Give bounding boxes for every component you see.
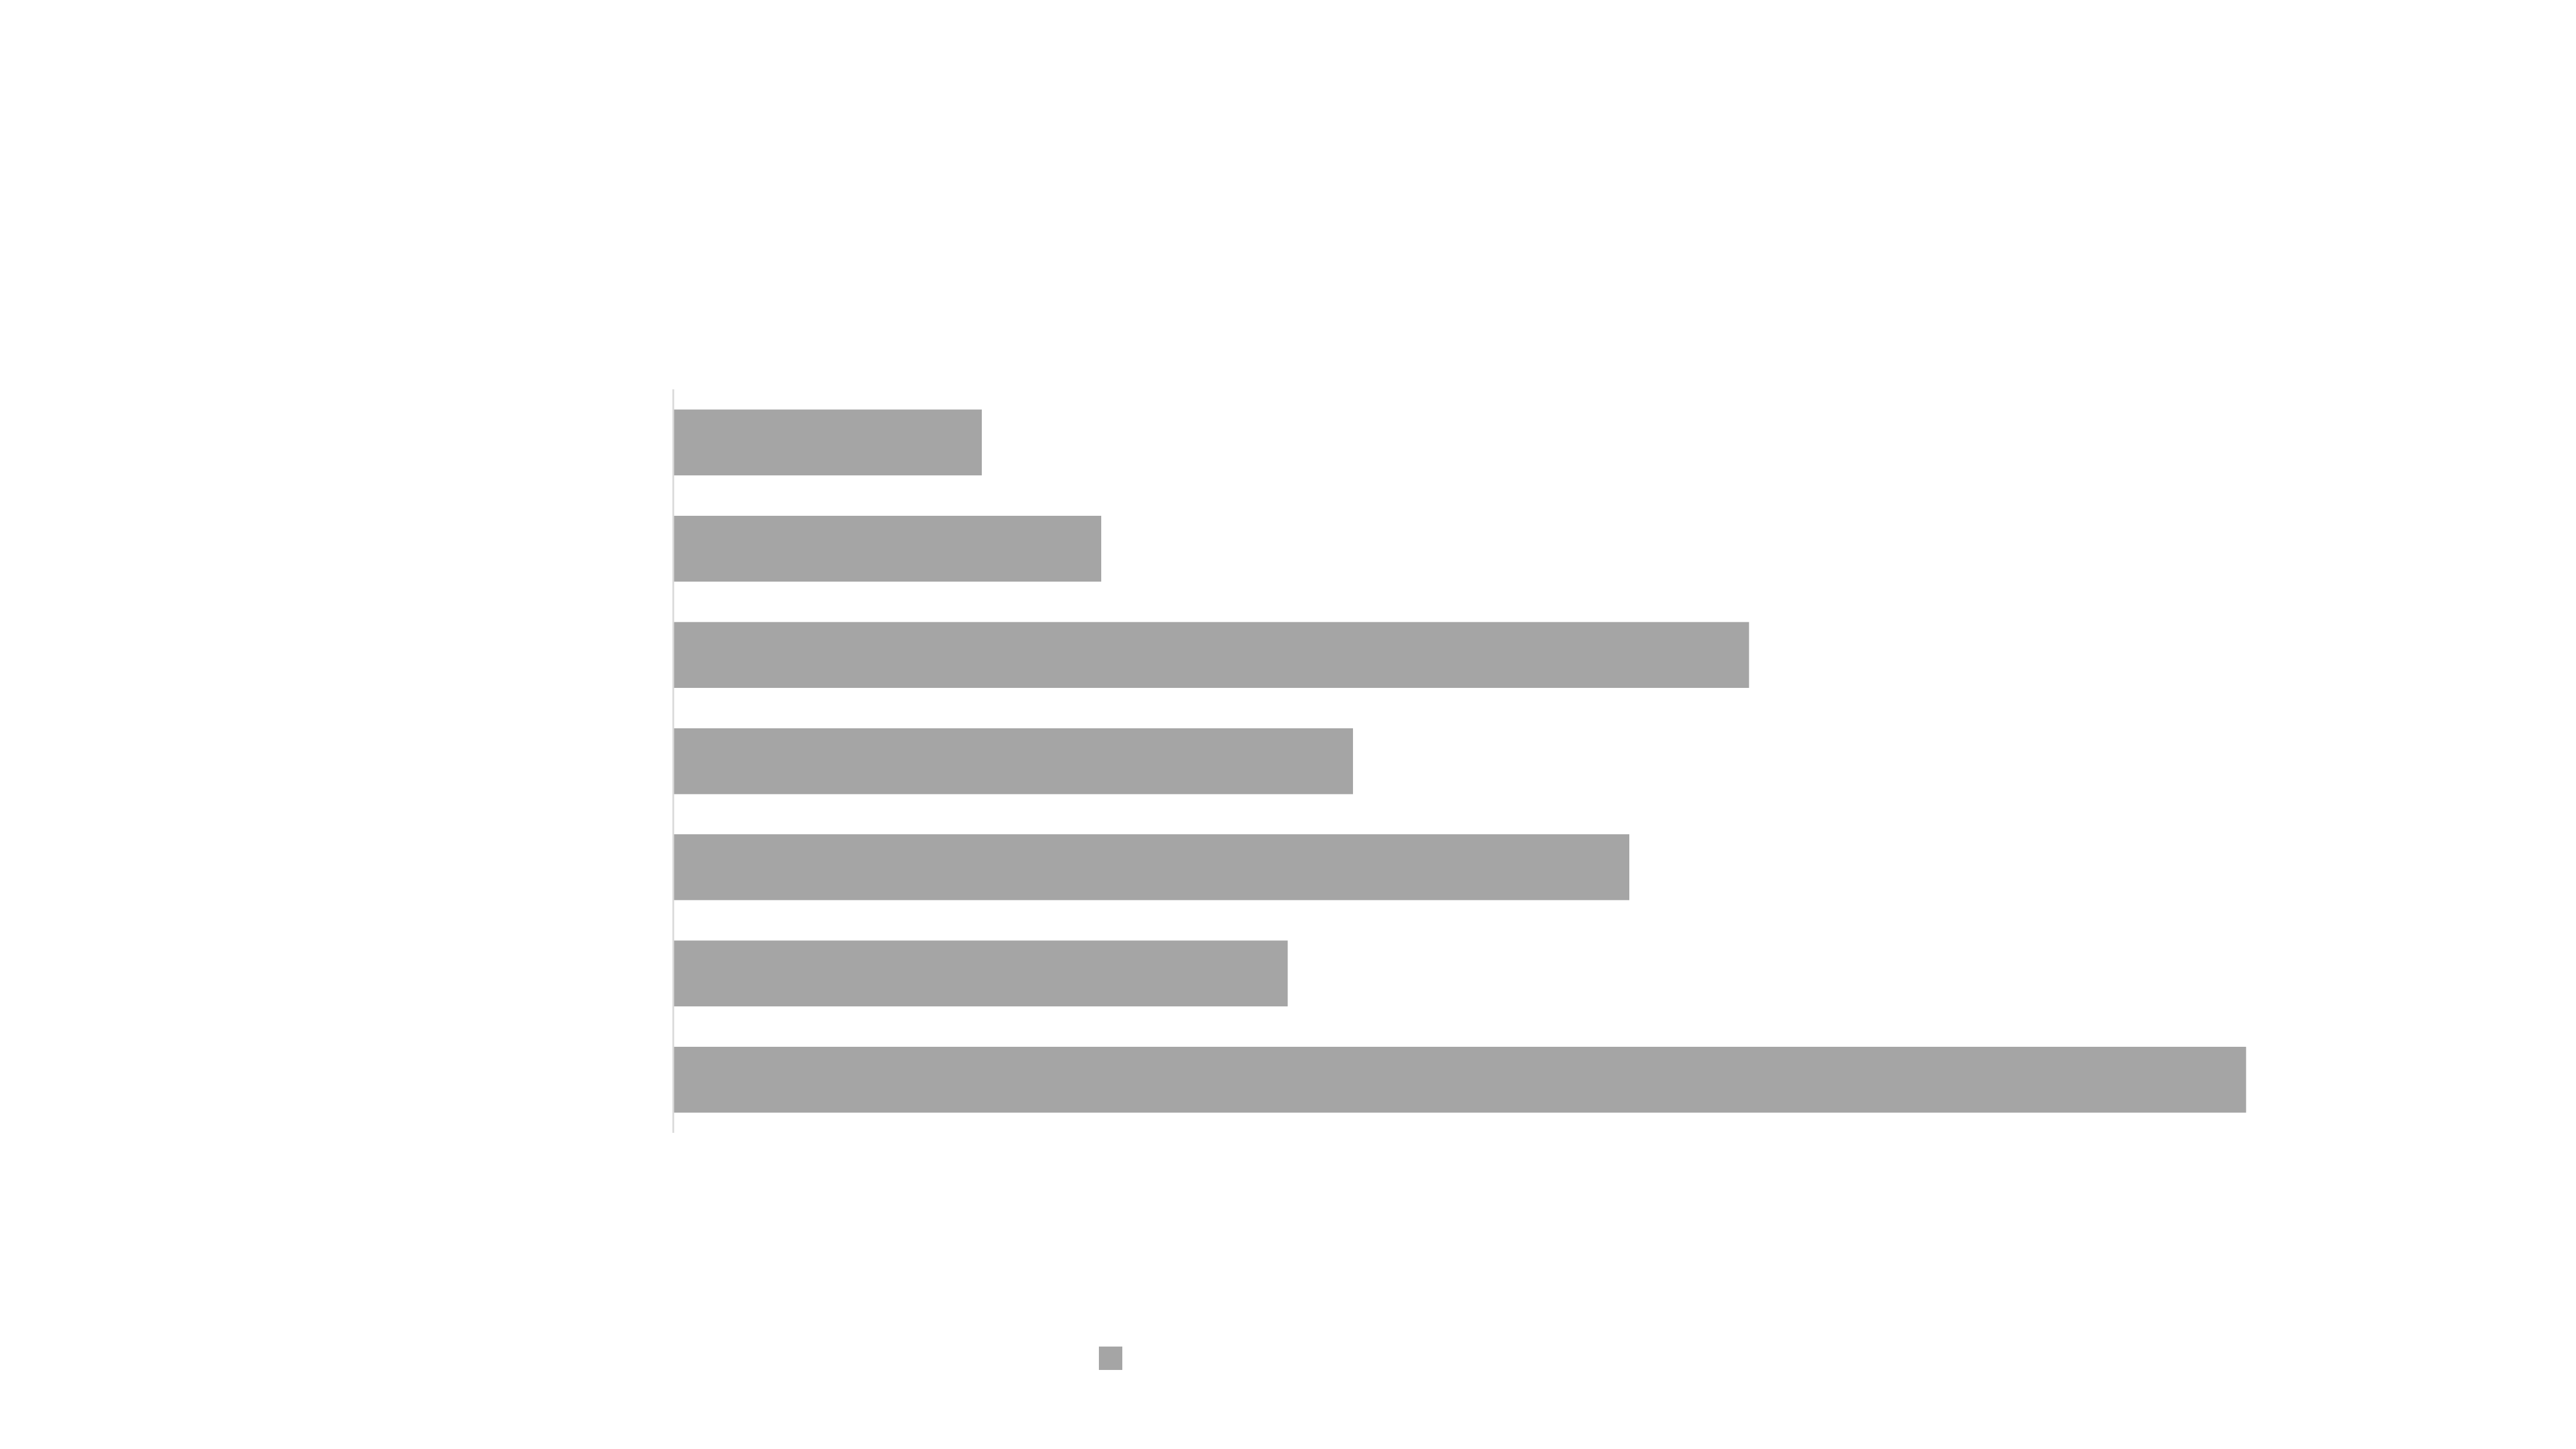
bar-2 [673,515,1102,582]
legend-swatch [1099,1347,1122,1370]
bar-4 [673,728,1353,794]
bar-7 [673,1047,2246,1113]
legend [1099,1347,1122,1370]
bar-3 [673,622,1749,688]
bar-5 [673,834,1629,900]
bar-6 [673,940,1288,1007]
bars-group [673,409,2246,1113]
bar-1 [673,409,982,475]
